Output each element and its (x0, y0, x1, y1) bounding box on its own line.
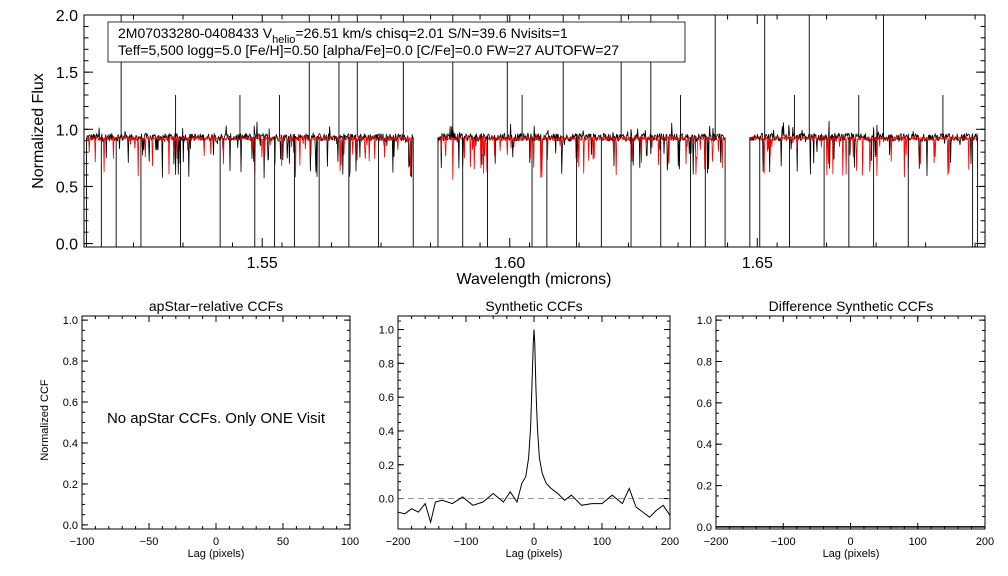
info-line-1-b: =26.51 km/s chisq=2.01 S/N=39.6 Nvisits=… (295, 25, 568, 41)
difference-ccf-ytick-label: 1.0 (697, 315, 712, 327)
apstar-ccf-xtick-label: −50 (140, 536, 159, 548)
difference-ccf-ytick-label: 0.8 (697, 356, 712, 368)
synthetic-ccf-xlabel: Lag (pixels) (506, 548, 563, 560)
apstar-ccf-ytick-label: 0.4 (63, 438, 78, 450)
difference-ccf-ytick-label: 0.0 (697, 522, 712, 534)
synthetic-ccf-ticks: −200 −100 0 100 200 0.0 0.2 0.4 0.6 0.8 1.0 (379, 316, 679, 548)
synthetic-ccf-ytick-label: 0.4 (379, 426, 394, 438)
spectrum-xlabel: Wavelength (microns) (456, 271, 611, 288)
difference-ccf-ytick-label: 0.2 (697, 481, 712, 493)
apstar-ccf-title: apStar−relative CCFs (149, 298, 283, 314)
apstar-ccf-ytick-label: 0.0 (63, 520, 78, 532)
synthetic-ccf-frame (397, 315, 671, 530)
spectrum-frame (83, 14, 986, 248)
difference-ccf-ticks: −200 −100 0 100 200 0.0 0.2 0.4 0.6 0.8 1.0 (697, 315, 994, 548)
spectrum-ytick-label: 1.5 (56, 65, 78, 82)
synthetic-ccf-series (398, 329, 670, 525)
synthetic-ccf-title: Synthetic CCFs (485, 298, 582, 314)
spectrum-xtick-label: 1.55 (247, 255, 278, 272)
spectrum-ytick-label: 0.5 (56, 179, 78, 196)
synthetic-spectrum-line (749, 135, 978, 178)
synthetic-ccf-xtick-label: 200 (661, 536, 679, 548)
spectrum-xtick-label: 1.65 (742, 255, 773, 272)
observed-spectrum-line (749, 120, 978, 177)
apstar-ccf-note: No apStar CCFs. Only ONE Visit (107, 410, 326, 427)
synthetic-ccf-xtick-label: −200 (386, 536, 411, 548)
spectrum-ytick-label: 1.0 (56, 122, 78, 139)
apstar-ccf-xtick-label: 100 (341, 536, 359, 548)
synthetic-ccf-panel: Synthetic CCFs −200 −100 0 100 200 0.0 0.2 0.4 0… (379, 298, 679, 560)
apstar-ccf-frame (81, 315, 351, 530)
apstar-ccf-ytick-label: 0.8 (63, 356, 78, 368)
info-box-frame (107, 21, 686, 63)
spectrum-ytick-label: 2.0 (56, 8, 78, 25)
synthetic-ccf-line (398, 329, 670, 525)
apstar-ccf-ticks: −100 −50 0 50 100 0.0 0.2 0.4 0.6 0.8 1.0 (63, 315, 359, 548)
apstar-ccf-ytick-label: 0.2 (63, 479, 78, 491)
synthetic-ccf-ytick-label: 1.0 (379, 325, 394, 337)
synthetic-ccf-ytick-label: 0.8 (379, 358, 394, 370)
difference-ccf-panel: Difference Synthetic CCFs −200 −100 0 100 20… (697, 298, 994, 560)
difference-ccf-xtick-label: 100 (909, 536, 927, 548)
synthetic-ccf-xtick-label: 0 (531, 536, 537, 548)
difference-ccf-xtick-label: 0 (847, 536, 853, 548)
apstar-ccf-xtick-label: −100 (70, 536, 95, 548)
synthetic-ccf-ytick-label: 0.2 (379, 460, 394, 472)
difference-ccf-xtick-label: −100 (771, 536, 796, 548)
difference-ccf-ytick-label: 0.4 (697, 439, 712, 451)
info-line-1-a: 2M07033280-0408433 V (118, 25, 273, 41)
synthetic-ccf-ytick-label: 0.6 (379, 392, 394, 404)
observed-spectrum-line (86, 121, 414, 179)
apstar-ccf-xlabel: Lag (pixels) (188, 548, 245, 560)
info-line-1-sub: helio (272, 34, 295, 46)
spectrum-panel: 1.55 1.60 1.65 0.0 0.5 1.0 1.5 2.0 2M07033280-0… (30, 8, 986, 288)
synthetic-spectrum-line (86, 135, 414, 178)
difference-ccf-xlabel: Lag (pixels) (823, 548, 880, 560)
info-line-1: 2M07033280-0408433 Vhelio=26.51 km/s chi… (118, 25, 568, 46)
spectrum-ylabel: Normalized Flux (30, 73, 47, 189)
apstar-ccf-xtick-label: 50 (277, 536, 289, 548)
apstar-ccf-xtick-label: 0 (213, 536, 219, 548)
apstar-ccf-ytick-label: 0.6 (63, 397, 78, 409)
spectrum-ytick-label: 0.0 (56, 237, 78, 254)
apstar-ccf-panel: apStar−relative CCFs −100 −50 0 50 100 0.0 0.2… (39, 298, 359, 560)
difference-ccf-xtick-label: 200 (976, 536, 994, 548)
synthetic-ccf-ytick-label: 0.0 (379, 494, 394, 506)
info-box: 2M07033280-0408433 Vhelio=26.51 km/s chi… (107, 21, 686, 63)
info-line-2: Teff=5,500 logg=5.0 [Fe/H]=0.50 [alpha/F… (118, 42, 619, 58)
synthetic-spectrum-line (437, 135, 726, 180)
synthetic-ccf-xtick-label: −100 (454, 536, 479, 548)
apstar-ccf-ylabel: Normalized CCF (39, 379, 51, 461)
difference-ccf-frame (715, 315, 986, 530)
difference-ccf-title: Difference Synthetic CCFs (769, 298, 934, 314)
apstar-ccf-ytick-label: 1.0 (63, 315, 78, 327)
difference-ccf-ytick-label: 0.6 (697, 398, 712, 410)
difference-ccf-xtick-label: −200 (704, 536, 729, 548)
spectrum-xtick-label: 1.60 (494, 255, 525, 272)
synthetic-ccf-xtick-label: 100 (593, 536, 611, 548)
